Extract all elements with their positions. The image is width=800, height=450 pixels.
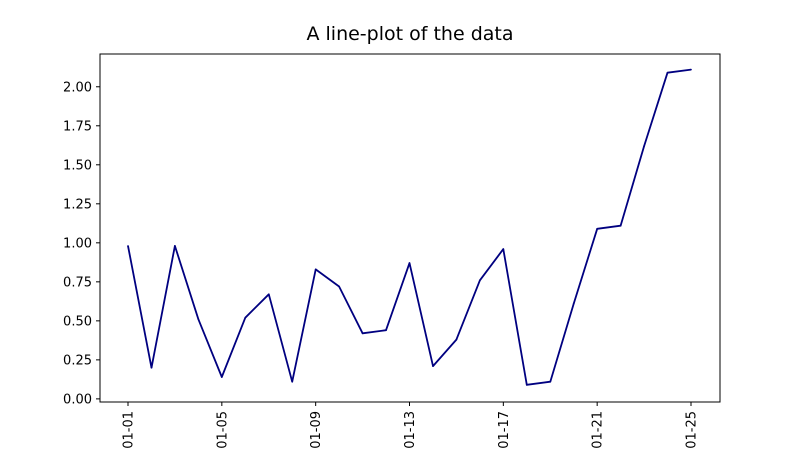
data-point (455, 338, 458, 341)
data-point (525, 384, 528, 386)
data-point (244, 316, 247, 319)
data-point (127, 245, 129, 247)
data-point (361, 332, 364, 335)
y-tick-label: 0.25 (63, 353, 92, 368)
data-point (338, 285, 340, 288)
y-tick-label: 0.75 (63, 275, 92, 290)
x-tick-label: 01-05 (215, 411, 230, 449)
chart-title: A line-plot of the data (306, 23, 513, 45)
y-tick-label: 1.25 (63, 197, 92, 212)
data-point (221, 376, 223, 378)
axes-frame (99, 53, 721, 403)
data-point (150, 366, 153, 369)
x-tick-label: 01-17 (497, 411, 512, 449)
series-line (127, 68, 692, 386)
data-point (549, 380, 552, 383)
data-point (619, 224, 622, 227)
y-tick-label: 2.00 (63, 80, 92, 95)
plot-area: 0.00 0.25 0.50 0.75 1.00 1.25 1.50 1.75 2.00 01-0… (63, 53, 721, 449)
data-point (596, 227, 598, 230)
x-tick-label: 01-21 (591, 411, 606, 449)
data-point (197, 318, 200, 321)
data-point (479, 279, 481, 282)
data-point (267, 293, 270, 296)
data-point (174, 245, 176, 247)
y-tick-label: 0.50 (63, 314, 92, 329)
y-tick-label: 1.75 (63, 119, 92, 134)
data-point (690, 68, 692, 71)
y-tick-label: 1.50 (63, 158, 92, 173)
data-point (643, 145, 645, 147)
x-tick-label: 01-25 (685, 411, 700, 449)
data-point (385, 329, 387, 332)
data-point (572, 302, 575, 305)
y-tick-label: 0.00 (63, 392, 92, 407)
data-point (666, 71, 669, 74)
data-point (291, 380, 294, 383)
data-point (408, 262, 411, 264)
data-point (314, 268, 317, 271)
data-point (432, 365, 434, 367)
x-tick-label: 01-01 (122, 411, 137, 449)
x-tick-label: 01-13 (403, 411, 418, 449)
x-tick-label: 01-09 (309, 411, 324, 449)
data-point (502, 248, 505, 250)
y-tick-label: 1.00 (63, 236, 92, 251)
